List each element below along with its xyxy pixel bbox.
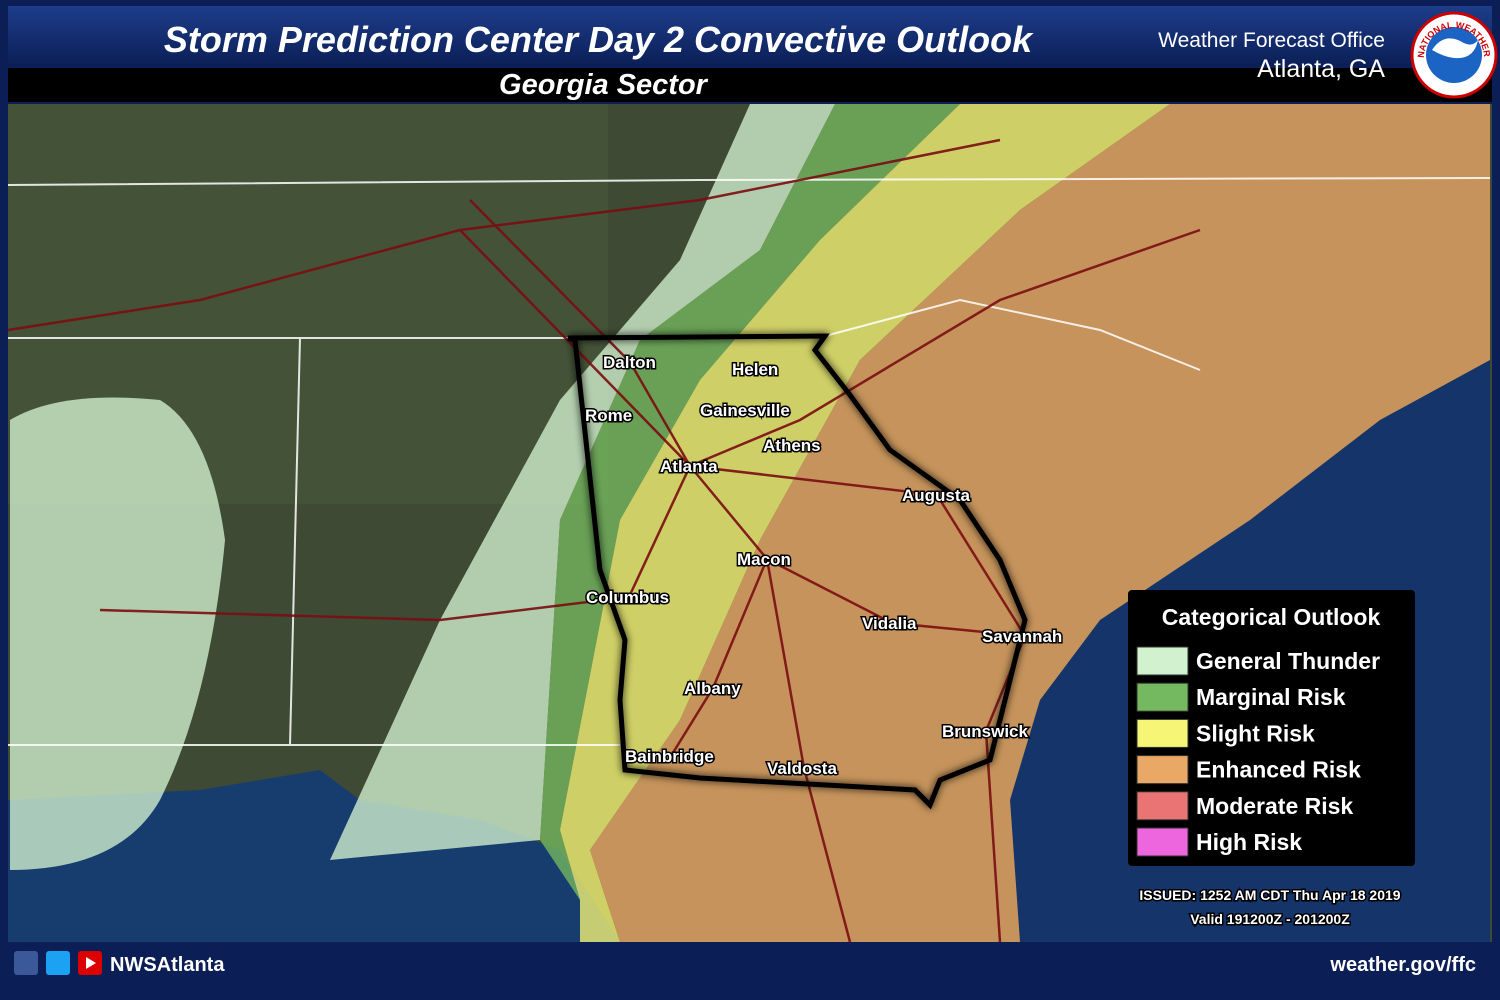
legend-label: Slight Risk [1196,720,1315,746]
legend-label: High Risk [1196,829,1302,855]
city-label: Atlanta [660,457,718,476]
city-label: Athens [763,436,821,455]
risk-area [10,397,225,870]
legend-items: General Thunder Marginal Risk Slight Risk E… [1136,646,1380,857]
website-url[interactable]: weather.gov/ffc [1329,954,1476,976]
risk-area [560,104,1170,942]
subtitle: Georgia Sector [499,69,709,101]
city-label: Columbus [586,588,669,607]
legend-swatch [1136,827,1189,857]
legend-swatch [1136,755,1189,785]
title: Storm Prediction Center Day 2 Convective… [164,19,1034,60]
risk-area [330,104,835,860]
city-label: Albany [684,679,741,698]
city-label: Vidalia [862,614,917,633]
office-city: Atlanta, GA [1257,55,1385,83]
city-label: Brunswick [942,722,1029,741]
social-handle[interactable]: NWSAtlanta [110,954,225,976]
legend-title: Categorical Outlook [1162,604,1381,630]
city-label: Valdosta [767,759,837,778]
legend-label: General Thunder [1196,648,1380,674]
legend-label: Marginal Risk [1196,684,1346,710]
facebook-icon[interactable] [14,951,38,975]
city-label: Rome [585,406,632,425]
legend-swatch [1136,682,1189,712]
header-band [8,6,1492,68]
twitter-icon[interactable] [46,951,70,975]
legend-swatch [1136,791,1189,821]
state-lines [7,177,1491,746]
risk-area [590,104,1490,942]
legend-box [1128,590,1415,866]
legend: Categorical Outlook General Thunder Margi… [1128,590,1415,866]
legend-label: Moderate Risk [1196,793,1353,819]
valid-time: Valid 191200Z - 201200Z [1190,911,1350,927]
city-label: Augusta [902,486,971,505]
issued-time: ISSUED: 1252 AM CDT Thu Apr 18 2019 [1139,887,1400,903]
city-label: Dalton [603,353,656,372]
city-label: Savannah [982,627,1062,646]
gulf-of-mexico [8,770,620,942]
footer: NWSAtlanta weather.gov/ffc [14,951,1476,976]
city-label: Bainbridge [625,747,714,766]
city-label: Gainesville [700,401,790,420]
map: Dalton Helen Rome Gainesville Athens Atlanta A… [7,104,1492,943]
legend-label: Enhanced Risk [1196,757,1361,783]
legend-swatch [1136,718,1189,748]
office-name: Weather Forecast Office [1158,29,1385,52]
subtitle-band [8,68,1492,102]
city-labels: Dalton Helen Rome Gainesville Athens Atlanta A… [584,352,1064,780]
city-label: Helen [732,360,778,379]
georgia-outline [567,333,1028,810]
risk-area [540,104,960,900]
legend-swatch [1136,646,1189,676]
city-label: Macon [737,550,791,569]
